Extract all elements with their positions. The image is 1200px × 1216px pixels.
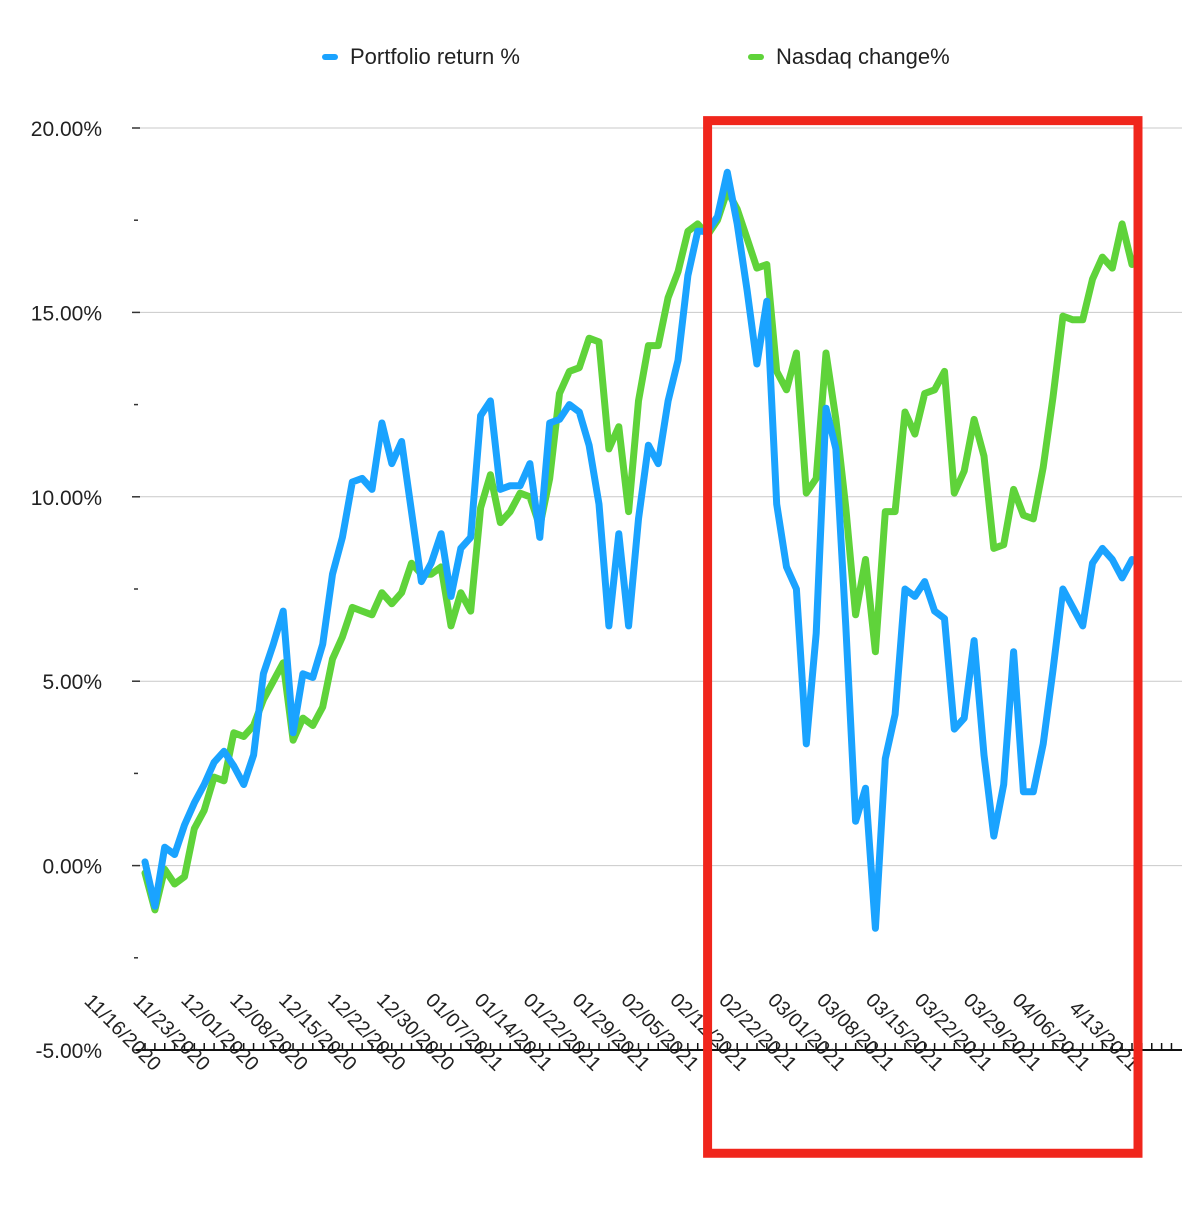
legend-item-portfolio: Portfolio return % [322,44,520,70]
highlight-rectangle [703,116,1143,1158]
y-tick-label: 10.00% [31,487,102,510]
y-tick-label: 0.00% [42,856,102,879]
series-line-nasdaq [141,187,1136,914]
y-tick-label: -5.00% [35,1040,102,1063]
y-tick-label: 15.00% [31,302,102,325]
legend-item-nasdaq: Nasdaq change% [748,44,950,70]
y-tick-label: 5.00% [42,671,102,694]
y-tick-label: 20.00% [31,118,102,141]
legend-swatch-nasdaq [748,54,764,60]
legend-swatch-portfolio [322,54,338,60]
legend: Portfolio return % Nasdaq change% [0,44,1200,76]
series-line-portfolio [141,168,1136,932]
legend-label-nasdaq: Nasdaq change% [776,44,950,69]
legend-label-portfolio: Portfolio return % [350,44,520,69]
